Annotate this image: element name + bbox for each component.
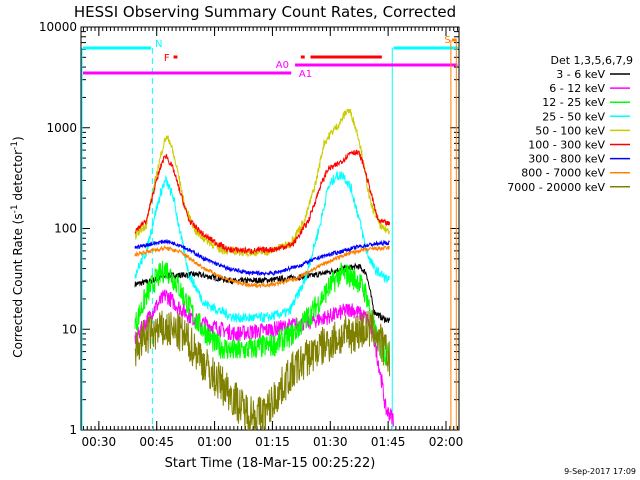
- flag-label-a1: A1: [299, 69, 312, 80]
- series-line: [134, 171, 390, 323]
- legend-entry-label: 6 - 12 keV: [549, 82, 605, 95]
- series-line: [134, 289, 394, 427]
- legend-entry-label: 50 - 100 keV: [535, 124, 605, 137]
- series-line: [134, 244, 390, 289]
- x-tick-label: 01:00: [197, 435, 232, 449]
- series-lines: [134, 108, 394, 431]
- series-line: [134, 260, 391, 366]
- x-tick-label: 01:45: [371, 435, 406, 449]
- flag-label-a0: A0: [276, 60, 289, 71]
- y-tick-label: 100: [54, 222, 77, 236]
- series-line: [134, 239, 390, 277]
- footer-date: 9-Sep-2017 17:09: [564, 467, 636, 476]
- axis-ticks: 1 10 100 1000 10000 00:30 00:45 01:00 01:15 01:30…: [39, 20, 463, 449]
- y-label-sup-2: -1: [10, 141, 20, 150]
- y-axis-label-text: Corrected Count Rate (s-1 detector-1): [10, 136, 25, 357]
- legend-entry-label: 12 - 25 keV: [542, 96, 605, 109]
- y-label-part-1: Corrected Count Rate (s: [11, 213, 25, 357]
- flag-label-f: F: [164, 53, 170, 64]
- y-axis-label: Corrected Count Rate (s-1 detector-1): [10, 136, 25, 357]
- legend-entry-label: 3 - 6 keV: [556, 68, 605, 81]
- legend-entry-label: 300 - 800 keV: [528, 153, 605, 166]
- x-axis-label: Start Time (18-Mar-15 00:25:22): [165, 456, 376, 471]
- x-tick-label: 02:00: [429, 435, 464, 449]
- flag-label-s: S: [444, 35, 450, 46]
- x-tick-label: 01:15: [255, 435, 290, 449]
- y-label-sup-1: -1: [10, 204, 20, 213]
- series-line: [134, 108, 391, 258]
- legend-entry-label: 7000 - 20000 keV: [507, 181, 605, 194]
- y-tick-label: 1: [69, 423, 77, 437]
- x-tick-label: 00:45: [139, 435, 174, 449]
- legend-entry-label: 100 - 300 keV: [528, 139, 605, 152]
- y-label-part-2: detector: [11, 150, 25, 205]
- legend-entry-label: 25 - 50 keV: [542, 110, 605, 123]
- legend-title: Det 1,3,5,6,7,9: [550, 54, 633, 67]
- flag-label-n: N: [155, 39, 162, 50]
- y-tick-label: 10: [62, 322, 77, 336]
- y-tick-label: 1000: [46, 121, 77, 135]
- x-tick-label: 00:30: [82, 435, 117, 449]
- chart-title: HESSI Observing Summary Count Rates, Cor…: [74, 3, 456, 21]
- y-label-part-3: ): [11, 136, 25, 141]
- series-line: [134, 309, 391, 431]
- series-line: [134, 149, 391, 255]
- y-tick-label: 10000: [39, 20, 77, 34]
- legend-entry-label: 800 - 7000 keV: [521, 167, 605, 180]
- x-tick-label: 01:30: [313, 435, 348, 449]
- observing-flags: NF A0 A1 S: [81, 35, 458, 430]
